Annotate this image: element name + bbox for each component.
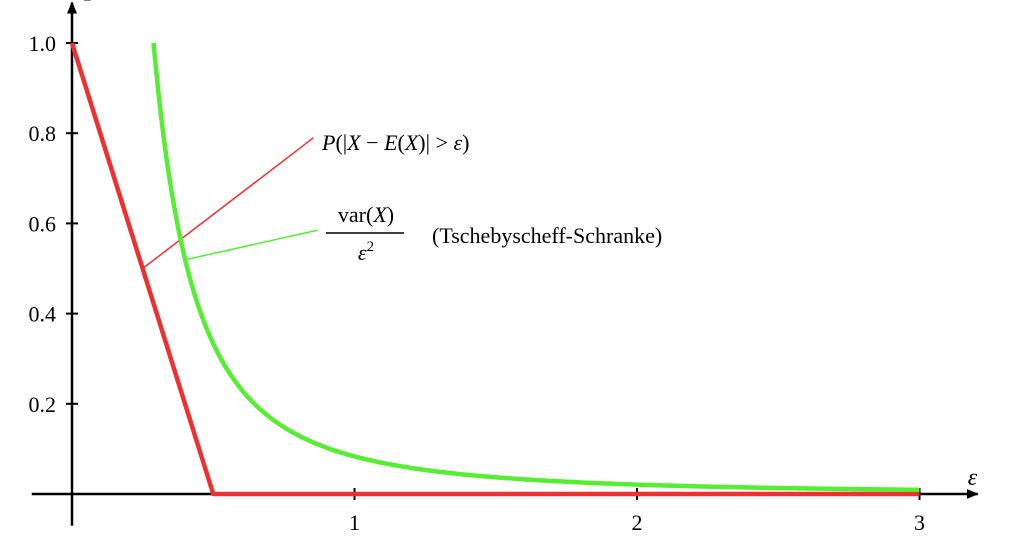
probability-label-pointer [142,137,314,270]
y-tick-label: 0.2 [29,392,57,417]
probability-label-part: X [404,130,420,155]
y-tick-label: 1.0 [29,31,57,56]
series-lines [69,42,920,497]
x-tick-label: 2 [632,510,643,535]
axes: Pε [31,0,979,526]
y-tick-label: 0.6 [29,211,57,236]
chebyshev-numerator-part: ) [387,202,394,227]
denominator-base: ε [358,240,367,265]
chebyshev-line [151,42,920,493]
chebyshev-denominator: ε2 [358,239,374,265]
ticks: 1 2 3 0.2 0.4 0.6 0.8 1.0 [29,31,926,535]
x-tick-label: 3 [914,510,925,535]
y-axis-label: P [83,0,99,6]
probability-line [69,42,920,497]
probability-label-part: ε [453,130,462,155]
probability-label-part: P [321,130,335,155]
chebyshev-numerator-part: var( [338,202,373,227]
probability-label-part: X [346,130,362,155]
probability-label-part: ) [462,130,469,155]
chebyshev-numerator-part: X [372,202,388,227]
annotation-pointers [142,137,318,270]
denominator-exponent: 2 [367,239,375,255]
probability-label-part: E [383,130,398,155]
annotation-labels: P(|X − E(X)| > ε)var(X)ε2 (Tschebyscheff-… [321,130,662,265]
probability-label-part: )| > [418,130,453,155]
x-tick-label: 1 [349,510,360,535]
probability-label-part: (| [335,130,347,155]
y-tick-label: 0.4 [29,302,57,327]
y-tick-label: 0.8 [29,121,57,146]
chebyshev-note: (Tschebyscheff-Schranke) [432,223,662,248]
x-axis-label: ε [968,465,978,491]
probability-label: P(|X − E(X)| > ε) [321,130,469,155]
probability-label-part: ( [398,130,405,155]
chebyshev-numerator: var(X) [338,202,394,227]
probability-label-part: − [361,130,384,155]
chebyshev-label-pointer [186,229,318,261]
